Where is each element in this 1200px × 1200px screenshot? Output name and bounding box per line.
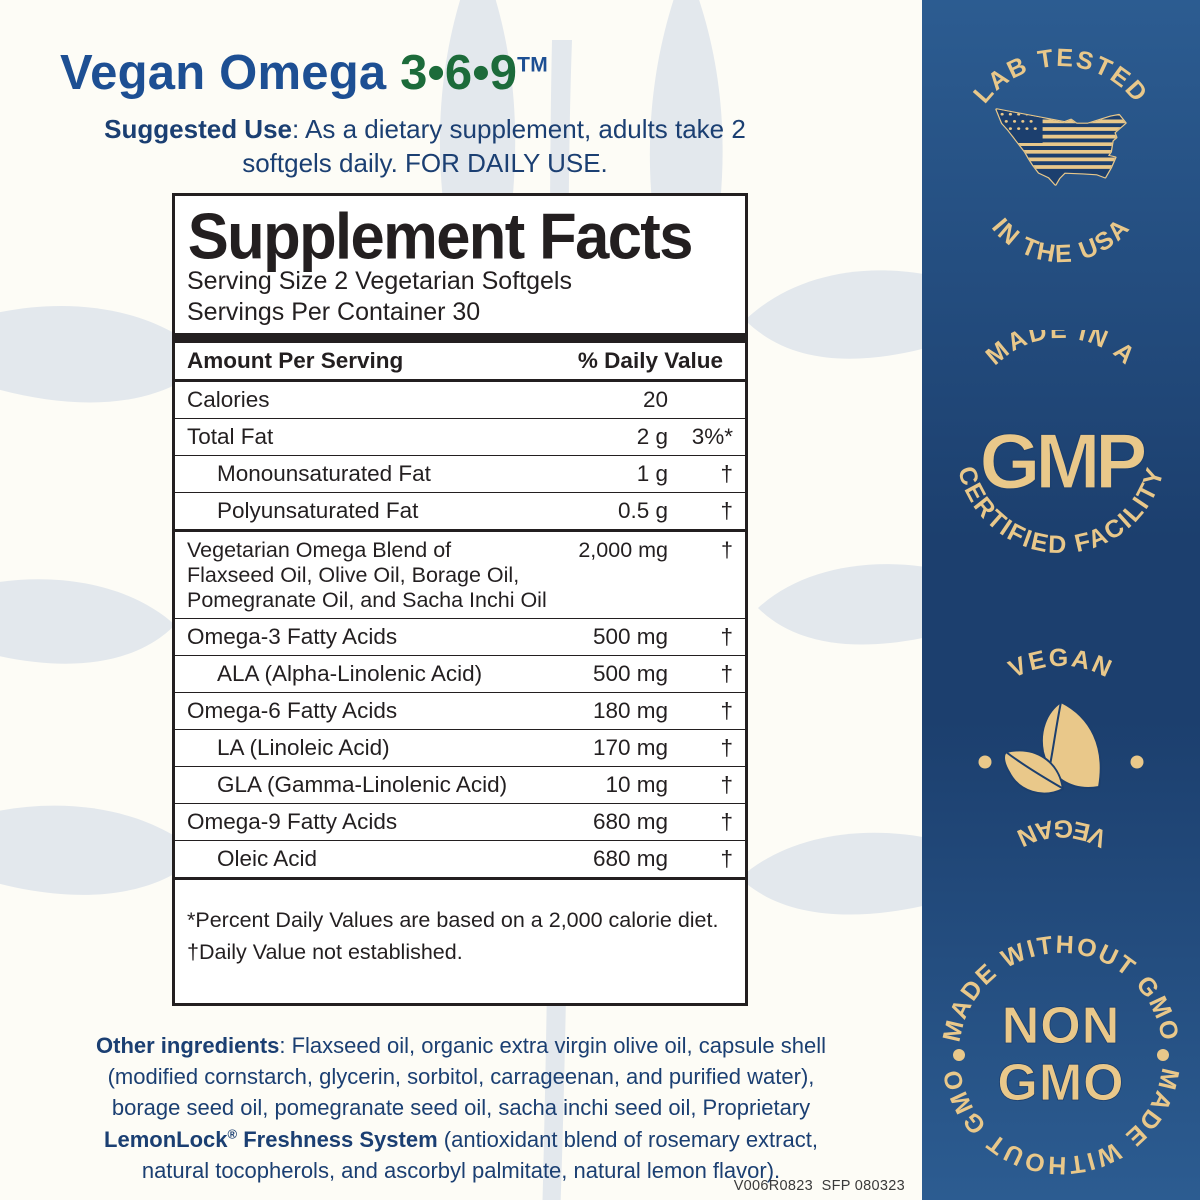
svg-text:MADE IN A: MADE IN A: [981, 330, 1142, 371]
svg-text:IN THE USA: IN THE USA: [986, 212, 1136, 264]
svg-text:VEGAN: VEGAN: [1011, 814, 1111, 853]
svg-text:GMP: GMP: [980, 417, 1146, 505]
svg-text:VEGAN: VEGAN: [1004, 644, 1117, 684]
svg-text:GMO: GMO: [997, 1054, 1124, 1112]
svg-text:LAB TESTED: LAB TESTED: [968, 44, 1154, 109]
svg-text:NON: NON: [1002, 997, 1121, 1055]
